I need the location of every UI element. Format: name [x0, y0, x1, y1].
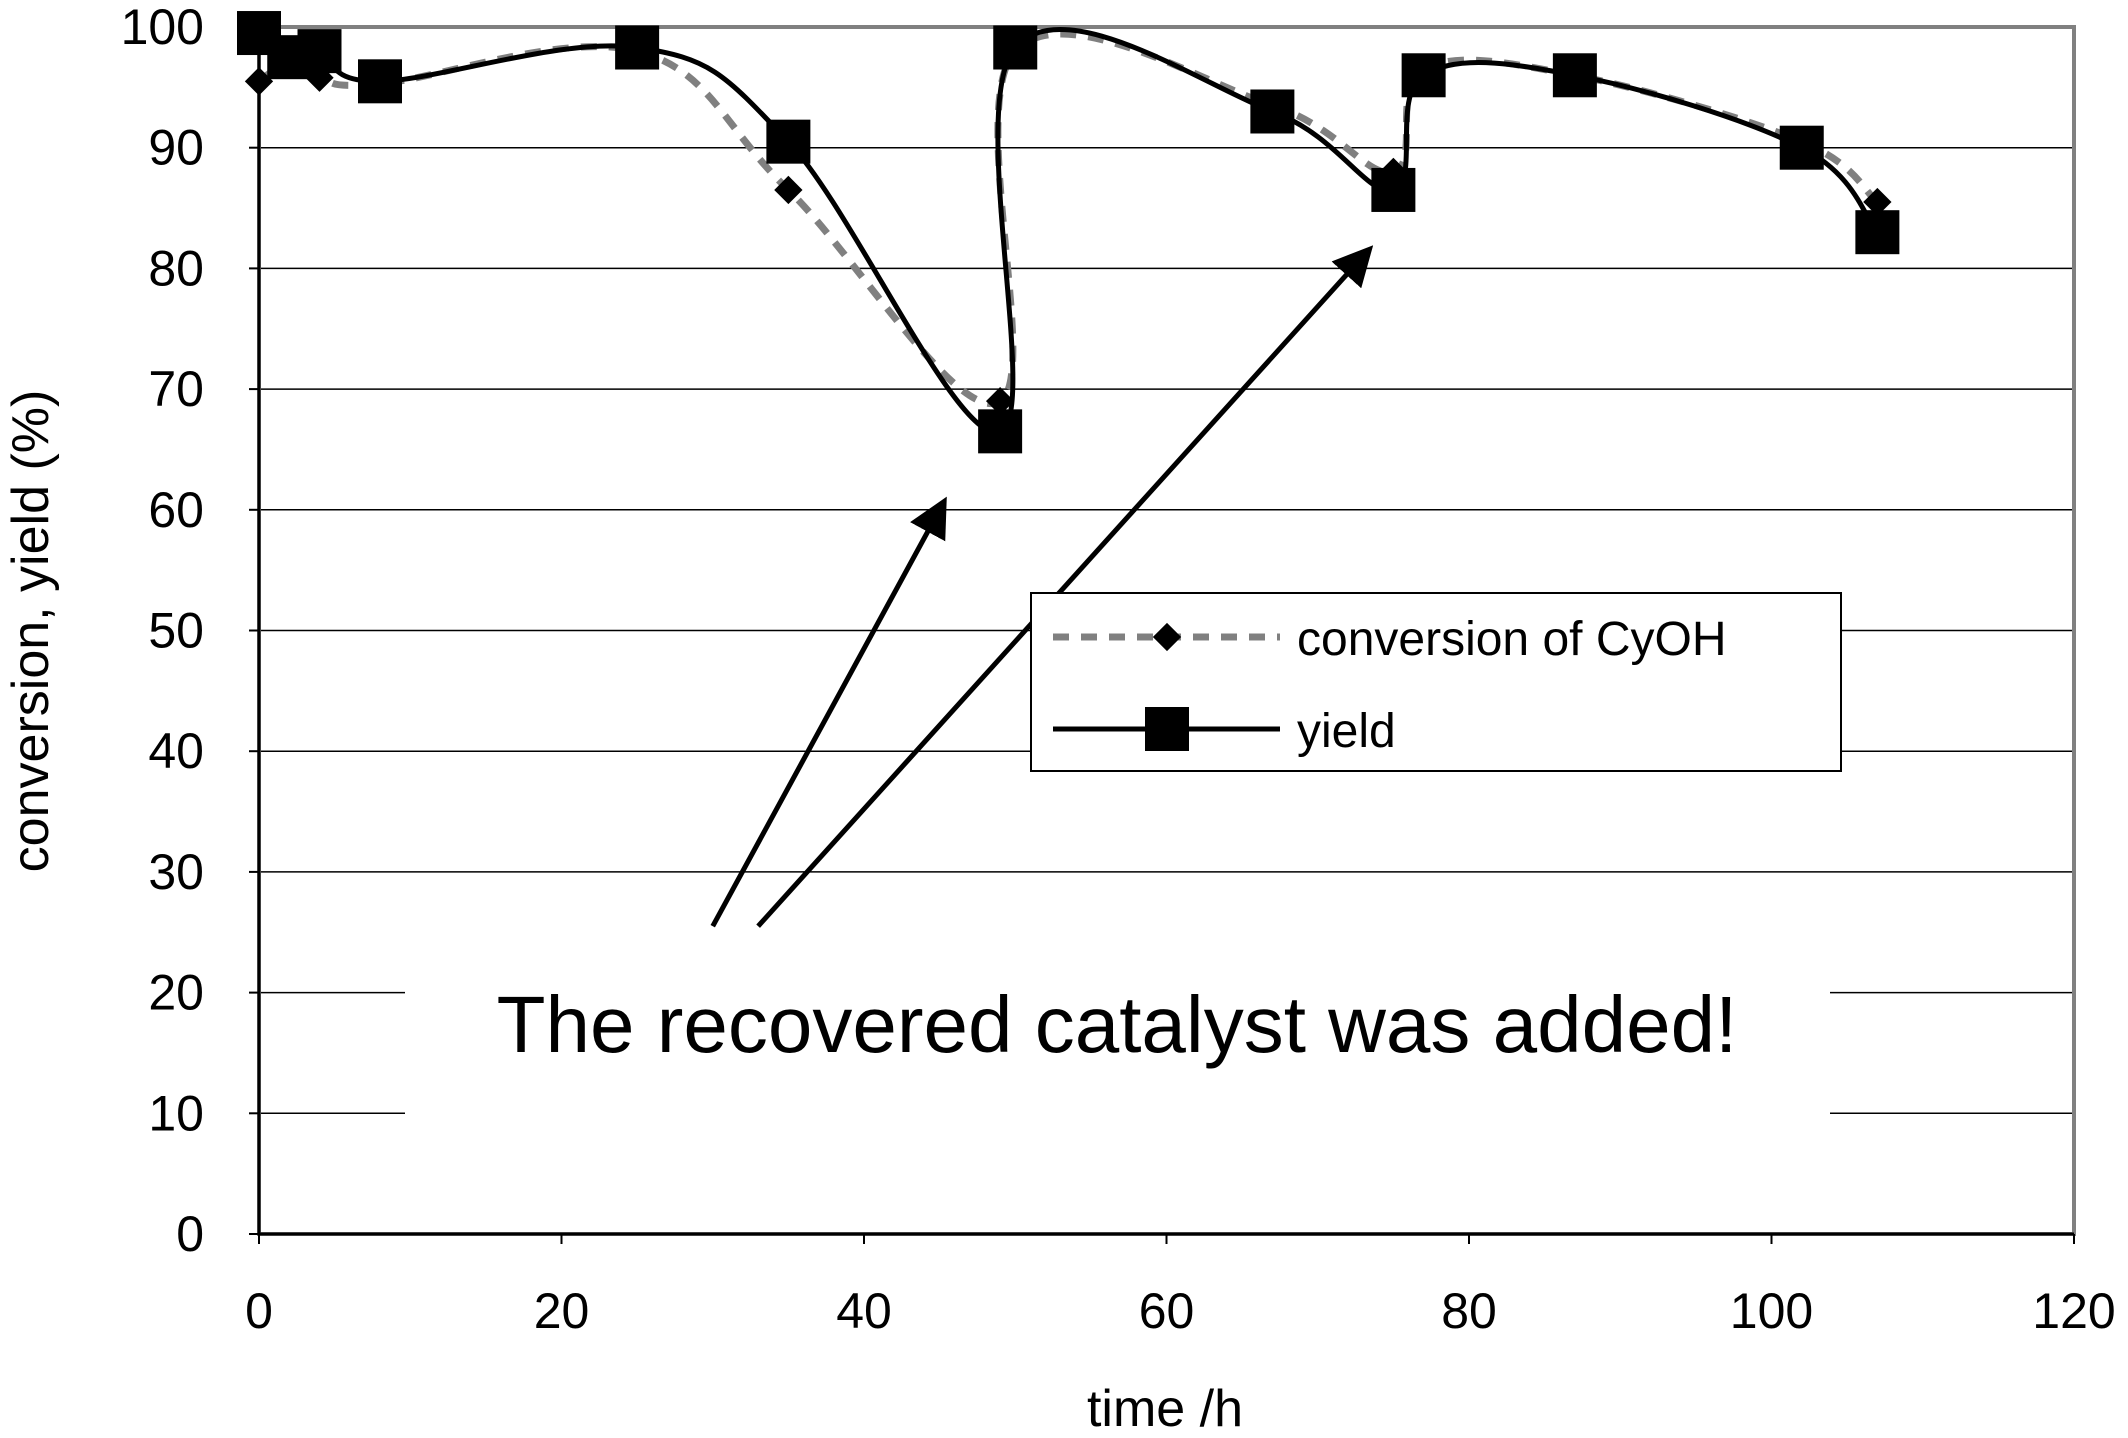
x-tick-label: 80 [1441, 1283, 1497, 1339]
x-tick-label: 60 [1139, 1283, 1195, 1339]
data-point-diamond [1863, 187, 1892, 217]
y-tick-label: 100 [121, 0, 204, 55]
data-point-square [1552, 53, 1597, 98]
legend-marker-conversion [1152, 622, 1182, 652]
data-point-square [358, 59, 402, 104]
y-tick-label: 30 [148, 844, 204, 900]
series-yield [237, 11, 1900, 454]
data-point-square [766, 119, 811, 164]
annotation-text: The recovered catalyst was added! [497, 980, 1738, 1069]
series-line [257, 26, 1880, 435]
axes [249, 25, 2076, 1244]
data-point-square [993, 25, 1038, 70]
x-tick-labels: 0 20 40 60 80 100 120 [245, 1283, 2116, 1339]
legend-label-conversion: conversion of CyOH [1297, 613, 1727, 666]
y-axis-title: conversion, yield (%) [2, 390, 60, 873]
x-tick-label: 0 [245, 1283, 273, 1339]
y-tick-labels: 0 10 20 30 40 50 60 70 80 90 100 [121, 0, 204, 1262]
data-point-square [1855, 210, 1900, 255]
series [237, 11, 1900, 454]
x-tick-label: 40 [836, 1283, 892, 1339]
annotation-arrow [710, 496, 947, 928]
data-point-diamond [985, 387, 1015, 416]
legend-label-yield: yield [1297, 705, 1396, 758]
y-tick-label: 40 [148, 723, 204, 779]
data-point-square [1779, 125, 1824, 170]
y-tick-label: 90 [148, 120, 204, 176]
x-tick-label: 120 [2032, 1283, 2115, 1339]
x-axis-title: time /h [1087, 1380, 1243, 1438]
gridlines [259, 26, 2074, 1115]
x-tick-label: 20 [534, 1283, 590, 1339]
data-point-square [615, 25, 660, 70]
data-point-square [297, 29, 342, 74]
y-tick-label: 20 [148, 965, 204, 1021]
data-point-diamond [774, 175, 803, 205]
annotation-arrow [756, 245, 1374, 928]
legend: conversion of CyOH yield [1030, 592, 1842, 772]
annotation-background [405, 966, 1830, 1116]
data-point-square [1401, 53, 1446, 98]
data-point-square [1250, 89, 1295, 134]
y-tick-label: 70 [148, 361, 204, 417]
x-tick-label: 100 [1730, 1283, 1813, 1339]
y-tick-label: 10 [148, 1085, 204, 1141]
data-point-square [978, 409, 1023, 454]
legend-marker-yield [1145, 707, 1189, 751]
y-tick-label: 50 [148, 603, 204, 659]
y-tick-label: 60 [148, 482, 204, 538]
y-tick-label: 0 [176, 1206, 204, 1262]
data-point-square [1371, 167, 1416, 212]
annotation: The recovered catalyst was added! [405, 245, 1830, 1116]
y-tick-label: 80 [148, 240, 204, 296]
